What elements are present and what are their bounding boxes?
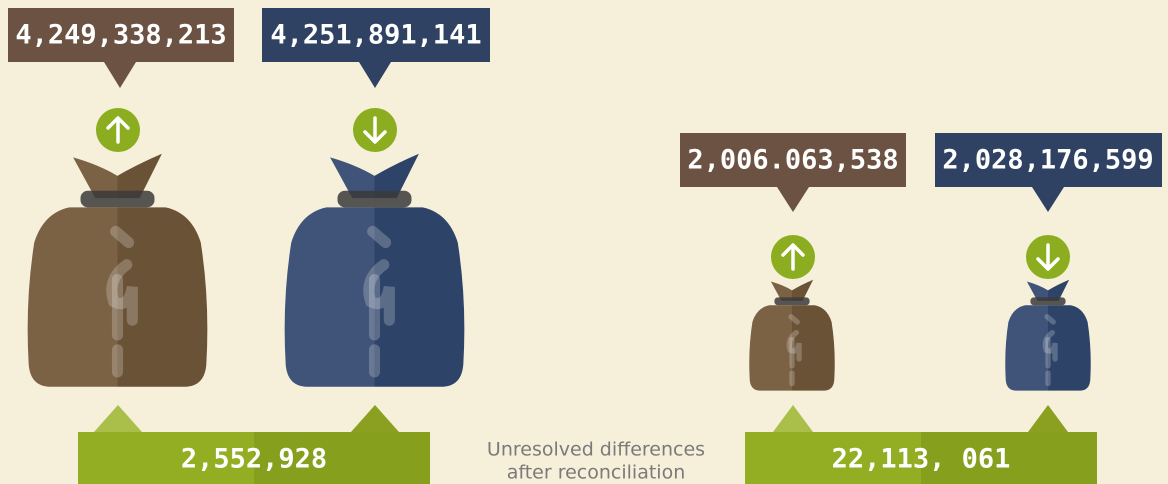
caption: Unresolved differences <box>487 439 705 461</box>
arrow-down-icon <box>1026 235 1070 279</box>
callout-left-before: 4,249,338,213 <box>8 8 234 88</box>
value: 2,006.063,538 <box>687 145 898 176</box>
callout-left-after: 4,251,891,141 <box>262 8 490 88</box>
value: 4,251,891,141 <box>270 20 481 51</box>
value: 2,028,176,599 <box>942 145 1153 176</box>
callout-right-after: 2,028,176,599 <box>935 133 1162 212</box>
caption: after reconciliation <box>507 462 686 484</box>
arrow-up-icon <box>771 235 815 279</box>
value: 22,113, 061 <box>832 444 1011 475</box>
value: 4,249,338,213 <box>15 20 226 51</box>
bag-brown-small <box>749 280 834 391</box>
bag-brown-large <box>28 154 208 387</box>
arrow-up-icon <box>96 108 140 152</box>
bag-navy-small <box>1005 280 1090 391</box>
difference-left: 2,552,928 <box>78 405 430 484</box>
arrow-down-icon <box>353 108 397 152</box>
difference-right: 22,113, 061 <box>745 405 1097 484</box>
value: 2,552,928 <box>181 444 327 475</box>
bag-navy-large <box>285 154 465 387</box>
callout-right-before: 2,006.063,538 <box>680 133 906 212</box>
